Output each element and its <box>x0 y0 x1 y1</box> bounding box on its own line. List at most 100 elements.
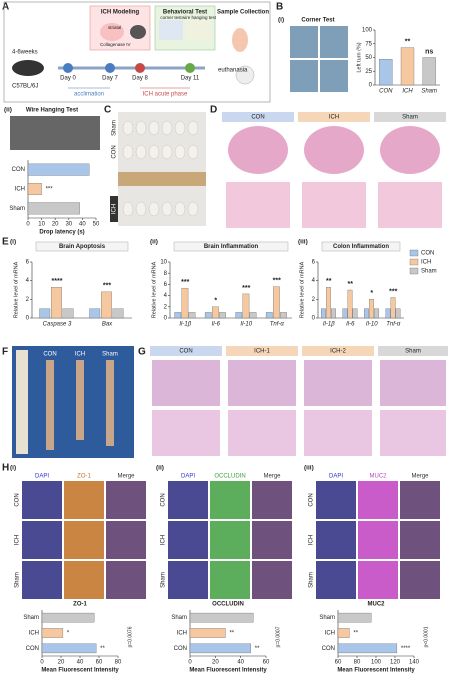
significance: * <box>67 631 70 637</box>
row-label: Sham <box>15 572 21 588</box>
micrograph <box>252 561 292 599</box>
y-tick-label: 100 <box>362 28 373 34</box>
header-label: ICH-2 <box>330 349 346 355</box>
bar <box>352 308 358 319</box>
y-tick-label: 25 <box>365 69 372 75</box>
bar <box>326 287 331 319</box>
y-axis-label: Relative level of mRNA <box>299 261 305 318</box>
micrograph <box>210 561 250 599</box>
bar <box>331 308 336 319</box>
micrograph <box>210 521 250 559</box>
title-box <box>35 241 129 252</box>
micrograph <box>210 481 250 519</box>
box-title: ICH Modeling <box>101 10 140 16</box>
bar <box>39 308 51 319</box>
x-tick-label: 30 <box>65 222 72 228</box>
significance: **** <box>401 646 411 652</box>
bar <box>337 643 398 654</box>
row-label: Sham <box>161 572 167 588</box>
bar <box>212 306 219 319</box>
row-label: ICH <box>112 204 118 214</box>
micrograph <box>168 561 208 599</box>
col-label: OCCLUDIN <box>214 474 245 480</box>
y-tick-label: ICH <box>15 187 25 193</box>
header-label: Sham <box>402 115 418 121</box>
significance: *** <box>46 187 54 193</box>
x-tick-label: Il-6 <box>346 322 355 328</box>
x-tick-label: 0 <box>40 660 44 666</box>
col-label: Sham <box>102 352 118 358</box>
y-tick-label: 6 <box>164 282 168 288</box>
significance: **** <box>52 278 63 285</box>
significance: ** <box>326 278 332 285</box>
legend-swatch <box>409 267 419 275</box>
micrograph <box>358 521 398 559</box>
bar <box>89 308 101 319</box>
x-tick-label: 20 <box>212 660 219 666</box>
bar <box>395 308 401 319</box>
y-tick-label: 4 <box>164 293 168 299</box>
day-label: Day 8 <box>132 76 148 82</box>
panel-frame <box>3 1 271 103</box>
y-tick-label: Sham <box>9 206 25 212</box>
micrograph <box>400 561 440 599</box>
panel-label: H <box>2 463 9 474</box>
bar <box>189 612 254 623</box>
y-tick-label: 6 <box>312 260 316 266</box>
row-label: ICH <box>15 535 21 545</box>
y-axis-label: Relative level of mRNA <box>13 261 19 318</box>
x-tick-label: 80 <box>115 660 122 666</box>
x-tick-label: 10 <box>38 222 45 228</box>
significance: *** <box>242 285 250 292</box>
legend-label: ICH <box>421 260 431 266</box>
sub-label: (i) <box>10 239 16 246</box>
bar <box>347 289 353 319</box>
sub-label: (ii) <box>156 465 164 472</box>
y-axis-label: Left turn (%) <box>356 42 362 72</box>
bar <box>189 643 251 654</box>
micrograph <box>316 481 356 519</box>
mouse-icon <box>12 60 44 76</box>
y-tick-label: 2 <box>164 304 168 310</box>
bar <box>181 288 189 319</box>
x-tick-label: Tnf-α <box>270 322 285 328</box>
micrograph <box>106 481 146 519</box>
bar <box>385 308 391 319</box>
header-label: CON <box>179 349 192 355</box>
micrograph <box>252 481 292 519</box>
bar <box>379 59 393 86</box>
panel-label: C <box>104 105 111 116</box>
day-dot <box>63 63 73 73</box>
col-label: Merge <box>411 474 429 480</box>
bar <box>41 628 64 638</box>
organ-icon <box>232 28 248 52</box>
x-tick-label: CON <box>379 89 393 95</box>
micrograph <box>64 521 104 559</box>
header <box>222 112 294 122</box>
y-tick-label: 0 <box>26 316 30 322</box>
panel-label: A <box>2 2 9 13</box>
y-tick-label: Sham <box>319 615 335 621</box>
dish-icon <box>235 65 255 85</box>
bar <box>189 628 226 638</box>
bar <box>51 287 62 319</box>
test-icon <box>187 20 211 40</box>
end-label: euthanasia <box>218 68 248 74</box>
legend-swatch <box>409 258 419 266</box>
col-label: Merge <box>117 474 135 480</box>
col-label: DAPI <box>329 474 343 480</box>
bar <box>41 643 97 654</box>
x-tick-label: 0 <box>26 222 30 228</box>
micrograph <box>64 561 104 599</box>
panel-label: B <box>276 2 283 13</box>
panel-label: G <box>138 347 146 358</box>
ruler <box>16 350 28 454</box>
bar <box>188 312 196 319</box>
row-label: CON <box>112 145 118 158</box>
row-label: CON <box>15 493 21 506</box>
col-label: ICH <box>75 352 85 358</box>
col-label: DAPI <box>181 474 195 480</box>
bar <box>265 312 273 319</box>
header <box>374 112 446 122</box>
micrograph <box>106 561 146 599</box>
